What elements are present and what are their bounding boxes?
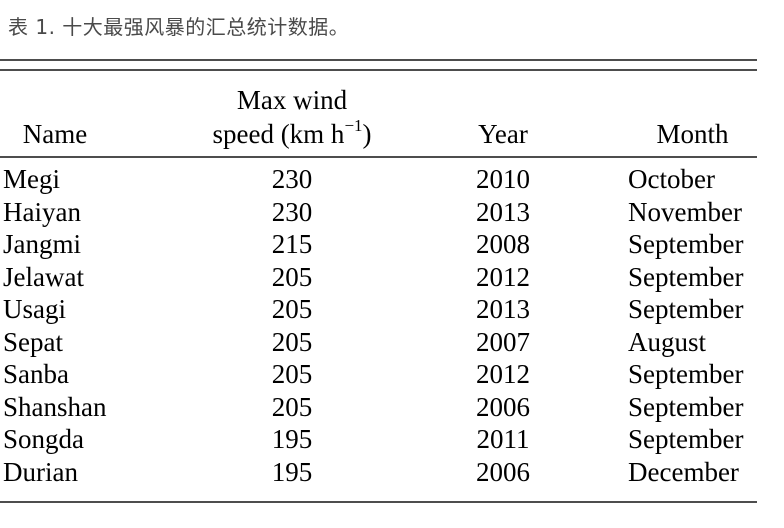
speed-cell: 215	[271, 229, 313, 259]
name-cell: Sepat	[3, 326, 63, 357]
year-cell: 2007	[476, 326, 530, 357]
month-cell: September	[628, 391, 744, 422]
table-row: Usagi 205 2013 September	[0, 293, 757, 326]
month-cell: September	[628, 294, 744, 324]
table-row: Songda 195 2011 September	[0, 423, 757, 456]
table-row: Megi 230 2010 October	[0, 157, 757, 196]
table-row: Jangmi 215 2008 September	[0, 228, 757, 261]
header-max-wind-line1: Max wind	[236, 85, 348, 115]
table-caption: 表 1. 十大最强风暴的汇总统计数据。	[8, 15, 350, 39]
speed-cell: 205	[271, 359, 313, 389]
table-header-row: Name Max wind speed (km h−1) Year Month	[0, 71, 757, 158]
column-header-year: Year	[474, 71, 532, 158]
year-cell: 2011	[476, 424, 530, 454]
speed-cell: 205	[271, 294, 313, 324]
month-cell: November	[628, 196, 742, 227]
table-row: Durian 195 2006 December	[0, 456, 757, 489]
table-row: Sepat 205 2007 August	[0, 326, 757, 359]
paper-table-figure: 表 1. 十大最强风暴的汇总统计数据。 Name Max wind speed …	[0, 14, 757, 503]
year-cell: 2013	[476, 196, 530, 227]
month-cell: August	[628, 326, 707, 357]
speed-cell: 230	[271, 196, 313, 227]
month-cell: September	[628, 261, 744, 292]
name-cell: Sanba	[3, 359, 69, 389]
year-cell: 2006	[476, 456, 530, 487]
year-cell: 2008	[476, 229, 530, 259]
month-cell: December	[628, 456, 739, 487]
speed-cell: 230	[271, 164, 313, 194]
bottom-rule	[0, 501, 757, 503]
month-cell: September	[628, 229, 744, 259]
speed-cell: 205	[271, 391, 313, 422]
year-cell: 2012	[476, 261, 530, 292]
top-double-rule	[0, 59, 757, 71]
table-row: Haiyan 230 2013 November	[0, 196, 757, 229]
table-row: Sanba 205 2012 September	[0, 358, 757, 391]
name-cell: Jangmi	[3, 229, 81, 259]
speed-cell: 205	[271, 326, 313, 357]
column-header-month: Month	[532, 71, 757, 158]
name-cell: Shanshan	[3, 391, 107, 422]
name-cell: Songda	[3, 424, 84, 454]
name-cell: Megi	[3, 164, 60, 194]
speed-cell: 195	[271, 424, 313, 454]
speed-cell: 205	[271, 261, 313, 292]
month-cell: September	[628, 359, 744, 389]
table-row: Shanshan 205 2006 September	[0, 391, 757, 424]
name-cell: Durian	[3, 456, 78, 487]
column-header-max-wind-speed: Max wind speed (km h−1)	[110, 71, 474, 158]
header-max-wind-superscript: −1	[344, 116, 363, 136]
header-max-wind-line2: speed (km h	[212, 119, 345, 149]
name-cell: Jelawat	[3, 261, 84, 292]
year-cell: 2012	[476, 359, 530, 389]
table-row: Jelawat 205 2012 September	[0, 261, 757, 294]
month-cell: September	[628, 424, 744, 454]
header-max-wind-close-paren: )	[362, 119, 372, 149]
name-cell: Usagi	[3, 294, 66, 324]
header-name-label: Name	[22, 119, 88, 149]
speed-cell: 195	[271, 456, 313, 487]
year-cell: 2010	[476, 164, 530, 194]
storms-summary-table: Name Max wind speed (km h−1) Year Month …	[0, 71, 757, 488]
month-cell: October	[628, 164, 715, 194]
year-cell: 2013	[476, 294, 530, 324]
year-cell: 2006	[476, 391, 530, 422]
name-cell: Haiyan	[3, 196, 81, 227]
column-header-name: Name	[0, 71, 110, 158]
